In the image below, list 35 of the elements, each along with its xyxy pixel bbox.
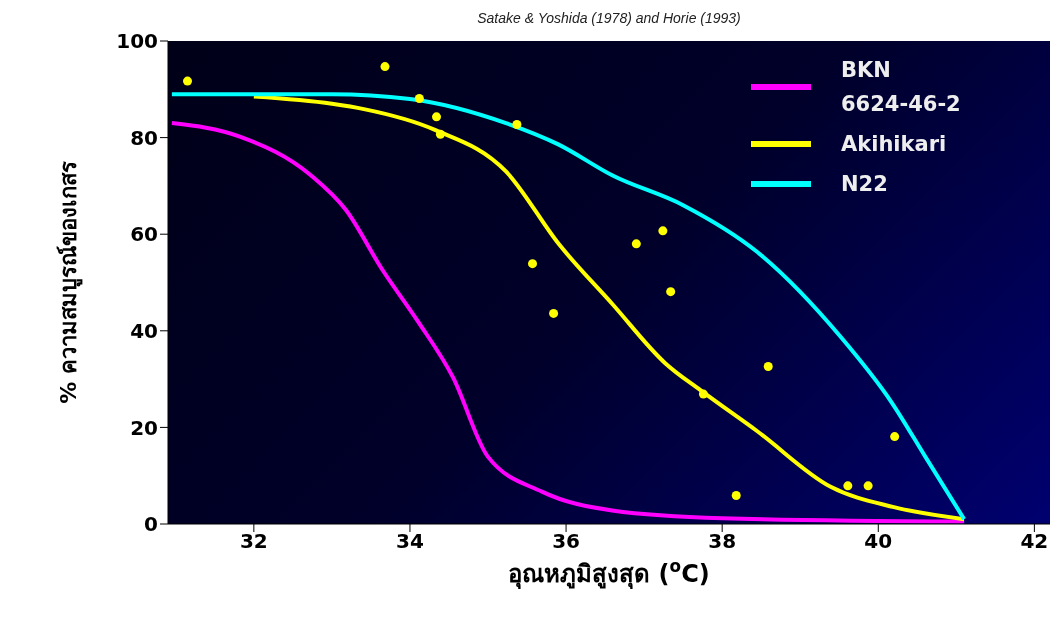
x-tick-label: 38 — [708, 529, 737, 554]
y-tick-label: 60 — [130, 222, 158, 247]
point — [631, 239, 641, 249]
legend-label: N22 — [841, 171, 889, 198]
point — [666, 287, 676, 297]
point — [431, 112, 442, 122]
point — [435, 129, 445, 139]
x-tick-label: 32 — [239, 529, 268, 554]
point — [890, 432, 900, 442]
x-axis-title: อุณหภูมิสูงสุด ($^{o}$C) — [508, 556, 710, 590]
x-tick-label: 36 — [552, 529, 580, 554]
point — [414, 93, 424, 103]
point — [731, 491, 741, 501]
y-tick-label: 80 — [130, 125, 158, 150]
point — [549, 308, 559, 318]
x-tick-label: 34 — [396, 529, 424, 554]
x-tick-label: 42 — [1020, 529, 1049, 554]
y-tick-label: 40 — [130, 318, 158, 343]
chart-title: Satake & Yoshida (1978) and Horie (1993) — [476, 10, 742, 26]
point — [698, 389, 708, 399]
point — [183, 76, 193, 86]
point — [658, 226, 668, 236]
y-tick-label: 0 — [144, 512, 158, 537]
legend-label: Akihikari — [841, 131, 948, 158]
y-axis-title: % ความสมบูรณ์ของเกสร — [56, 161, 83, 404]
point — [843, 481, 853, 491]
y-tick-label: 100 — [116, 29, 158, 54]
y-tick-label: 20 — [130, 415, 158, 440]
point — [512, 120, 522, 130]
x-tick-label: 40 — [864, 529, 893, 554]
point — [380, 62, 390, 72]
point — [763, 362, 773, 372]
legend-label: BKN 6624-46-2 — [841, 57, 962, 118]
point — [863, 481, 873, 491]
point — [527, 259, 538, 269]
